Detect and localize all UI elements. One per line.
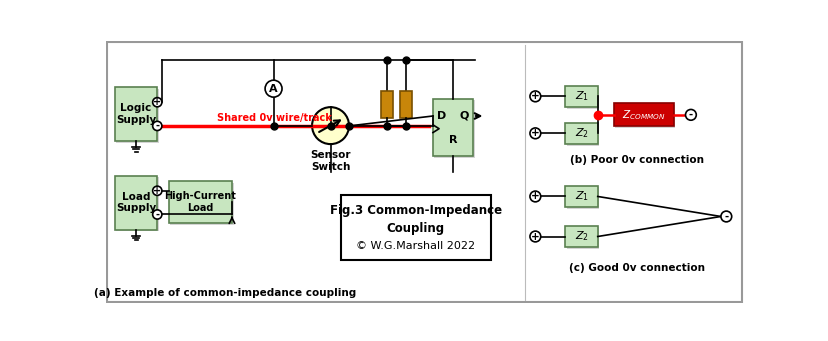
Text: Sensor
Switch: Sensor Switch bbox=[310, 150, 350, 172]
Circle shape bbox=[529, 231, 540, 242]
Circle shape bbox=[311, 107, 349, 144]
Circle shape bbox=[720, 211, 731, 222]
Text: Logic
Supply: Logic Supply bbox=[116, 103, 156, 125]
Text: Fig.3 Common-Impedance: Fig.3 Common-Impedance bbox=[330, 204, 501, 217]
Text: $Z_2$: $Z_2$ bbox=[574, 127, 588, 140]
Bar bbox=[380, 91, 392, 118]
Text: +: + bbox=[153, 97, 161, 107]
Bar bbox=[566, 124, 599, 146]
Bar bbox=[115, 87, 157, 141]
Text: High-Current
Load: High-Current Load bbox=[164, 191, 236, 213]
Bar bbox=[171, 182, 233, 225]
Text: -: - bbox=[155, 121, 159, 131]
Circle shape bbox=[529, 91, 540, 102]
Bar bbox=[566, 87, 599, 109]
Bar bbox=[566, 187, 599, 209]
Text: -: - bbox=[724, 211, 728, 222]
Circle shape bbox=[152, 98, 161, 107]
Text: $Z_2$: $Z_2$ bbox=[574, 229, 588, 243]
Bar bbox=[117, 177, 159, 231]
Text: (a) Example of common-impedance coupling: (a) Example of common-impedance coupling bbox=[94, 288, 356, 298]
Bar bbox=[565, 186, 597, 207]
Circle shape bbox=[265, 80, 282, 97]
Text: -: - bbox=[688, 110, 692, 120]
Text: +: + bbox=[531, 191, 539, 202]
Bar bbox=[614, 105, 675, 128]
Text: +: + bbox=[531, 91, 539, 101]
Bar bbox=[340, 195, 490, 261]
Bar bbox=[432, 99, 473, 157]
Text: -: - bbox=[155, 209, 159, 220]
Bar bbox=[566, 227, 599, 249]
Text: (b) Poor 0v connection: (b) Poor 0v connection bbox=[570, 155, 703, 165]
Bar bbox=[169, 181, 232, 223]
Text: Load
Supply: Load Supply bbox=[116, 192, 156, 213]
Text: Shared 0v wire/track: Shared 0v wire/track bbox=[217, 113, 332, 122]
Text: Coupling: Coupling bbox=[386, 222, 444, 235]
Circle shape bbox=[152, 186, 161, 195]
Bar bbox=[565, 122, 597, 144]
Circle shape bbox=[529, 191, 540, 202]
Bar bbox=[115, 176, 157, 229]
Bar bbox=[399, 91, 412, 118]
Circle shape bbox=[152, 121, 161, 131]
Text: A: A bbox=[269, 84, 277, 94]
Circle shape bbox=[685, 109, 696, 120]
Bar bbox=[614, 103, 673, 127]
Text: $Z_1$: $Z_1$ bbox=[574, 190, 588, 203]
Text: +: + bbox=[153, 186, 161, 196]
Text: $Z_1$: $Z_1$ bbox=[574, 89, 588, 103]
Text: © W.G.Marshall 2022: © W.G.Marshall 2022 bbox=[356, 241, 474, 251]
Bar bbox=[434, 100, 474, 158]
Text: Q: Q bbox=[460, 111, 469, 121]
Bar bbox=[117, 89, 159, 143]
Circle shape bbox=[529, 128, 540, 139]
Text: +: + bbox=[531, 128, 539, 138]
Text: $Z_{COMMON}$: $Z_{COMMON}$ bbox=[621, 108, 665, 122]
Text: +: + bbox=[531, 232, 539, 241]
Text: (c) Good 0v connection: (c) Good 0v connection bbox=[568, 263, 704, 273]
Text: D: D bbox=[436, 111, 445, 121]
Text: R: R bbox=[448, 135, 457, 145]
Circle shape bbox=[152, 210, 161, 219]
Bar bbox=[565, 86, 597, 107]
Bar bbox=[565, 226, 597, 247]
